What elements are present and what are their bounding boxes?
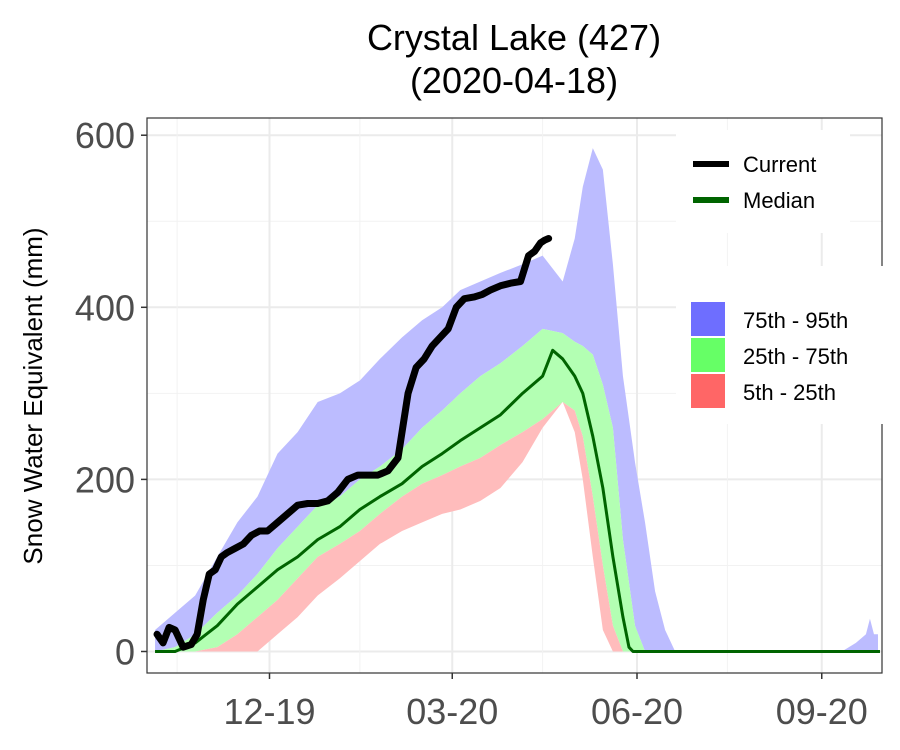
series-line-current [153,234,553,651]
y-tick-label: 0 [115,631,135,672]
chart-subtitle: (2020-04-18) [410,60,618,101]
band-late-season [841,618,878,652]
x-tick-label: 03-20 [406,691,498,732]
series-lines [153,234,880,653]
legend-label-p5-p25: 5th - 25th [743,380,836,405]
legend-lines: Current Median [676,130,850,233]
legend-label-current: Current [743,152,816,177]
percentile-bands [155,148,878,652]
x-tick-label: 12-19 [223,691,315,732]
series-line-median [155,348,880,653]
y-tick-label: 400 [75,287,135,328]
y-tick-label: 200 [75,459,135,500]
legend-swatch-p25-p75 [691,338,725,372]
legend-fills: 75th - 95th 25th - 75th 5th - 25th [676,266,884,424]
y-tick-label: 600 [75,115,135,156]
legend-lines-background [676,130,850,233]
chart-title: Crystal Lake (427) [367,17,661,58]
legend-label-p25-p75: 25th - 75th [743,344,848,369]
x-tick-label: 06-20 [591,691,683,732]
band-p75-p95 [155,148,698,652]
axes: 0 200 400 600 12-19 03-20 06-20 09-20 [75,115,868,732]
y-axis-label: Snow Water Equivalent (mm) [18,227,48,564]
legend-label-median: Median [743,188,815,213]
x-tick-label: 09-20 [776,691,868,732]
legend-swatch-p75-p95 [691,302,725,336]
legend-label-p75-p95: 75th - 95th [743,308,848,333]
band-p25-p75 [155,328,698,652]
legend-swatch-p5-p25 [691,374,725,408]
band-p5-p25 [155,401,698,652]
